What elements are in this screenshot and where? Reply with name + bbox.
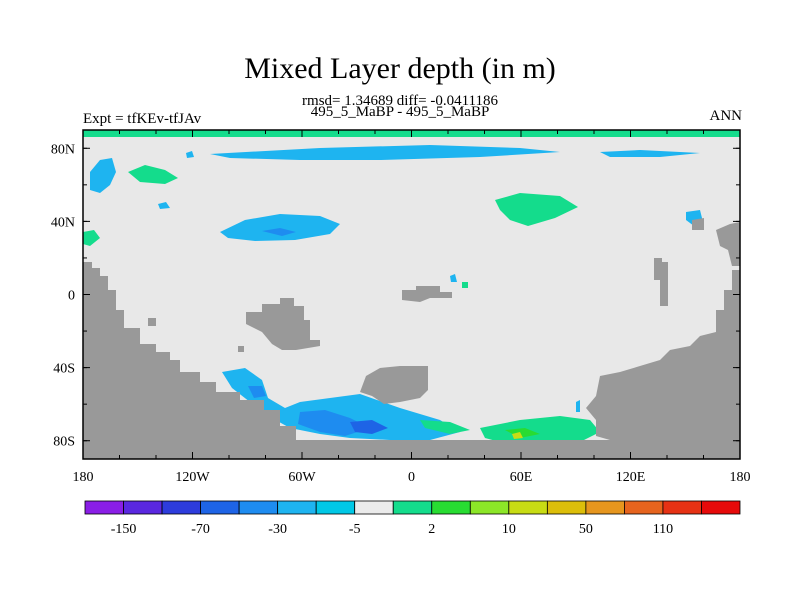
y-tick-label: 40S: [53, 362, 75, 377]
land-antarctic-base: [83, 440, 740, 459]
y-tick-label: 0: [68, 289, 75, 304]
colorbar-box: [662, 500, 702, 515]
axis-labels: 180 120W 60W 0 60E 120E 180 80N 40N 0 40S 80S: [51, 142, 751, 485]
x-tick-label: 0: [408, 470, 415, 485]
axis-ticks: [82, 130, 741, 459]
colorbar-box: [161, 500, 201, 515]
land-small-dot-2: [238, 346, 244, 352]
land-equator-island: [402, 286, 452, 302]
southern-green-medium: [505, 428, 540, 438]
n-pacific-green: [128, 165, 178, 184]
southern-blue-medium: [298, 410, 370, 436]
colorbar-labels: -150 -70 -30 -5 2 10 50 110: [111, 522, 673, 537]
land-west-coast: [83, 262, 320, 459]
colorbar-box: [200, 500, 240, 515]
colorbar-box: [701, 500, 741, 515]
colorbar-box: [392, 500, 433, 515]
pacific-blue-lens: [220, 214, 340, 241]
n-pacific-west-blue: [90, 158, 116, 193]
x-tick-label: 60E: [510, 470, 533, 485]
west-green-coast: [83, 230, 100, 246]
southern-green-main: [480, 416, 600, 443]
x-tick-label: 120E: [616, 470, 646, 485]
x-tick-label: 60W: [288, 470, 316, 485]
y-tick-label: 80S: [53, 435, 75, 450]
chart-title: Mixed Layer depth (in m): [244, 52, 556, 85]
colorbar-box: [277, 500, 317, 515]
land-pacific-island: [246, 298, 320, 350]
x-tick-label: 180: [73, 470, 94, 485]
pacific-blue-inner: [262, 228, 296, 236]
land-east-block: [586, 270, 740, 459]
colorbar-box: [315, 500, 356, 515]
colorbar-label: 110: [653, 522, 673, 537]
experiment-label: Expt = tfKEv-tfJAv: [83, 111, 202, 127]
arctic-blue-strip: [210, 145, 560, 160]
colorbar-boxes: [84, 500, 741, 515]
arctic-blue-right: [600, 150, 700, 157]
colorbar-box: [508, 500, 548, 515]
colorbar-box: [469, 500, 510, 515]
map-content: [82, 129, 741, 460]
y-tick-label: 40N: [51, 215, 75, 230]
land-small-dot: [148, 318, 156, 326]
colorbar-label: -30: [268, 522, 287, 537]
x-tick-label: 120W: [175, 470, 210, 485]
land-east-peninsula: [716, 222, 740, 266]
colorbar-label: -5: [349, 522, 361, 537]
southern-blue-dark: [350, 420, 388, 434]
colorbar-label: -150: [111, 522, 137, 537]
arctic-blue-dot: [186, 151, 194, 158]
colorbar-label: 10: [502, 522, 516, 537]
southern-yellow: [512, 432, 523, 439]
colorbar-label: 50: [579, 522, 593, 537]
colorbar-box: [624, 500, 664, 515]
stats-line: rmsd= 1.34689 diff= -0.0411186: [302, 93, 498, 109]
atlantic-blue-tick: [576, 400, 580, 412]
equator-blue-dot: [450, 274, 457, 282]
season-label: ANN: [709, 108, 743, 124]
southern-blue-main: [222, 368, 460, 440]
land-atlantic-island: [360, 366, 428, 404]
n-atlantic-green: [495, 193, 578, 226]
colorbar-box: [431, 500, 471, 515]
colorbar-box: [238, 500, 279, 515]
y-tick-label: 80N: [51, 142, 75, 157]
colorbar-label: 2: [428, 522, 435, 537]
land-coast-notch: [620, 440, 640, 446]
land-east-small: [692, 218, 704, 230]
small-blue-nw: [158, 202, 170, 209]
colorbar-box: [354, 500, 394, 515]
southern-blue-b: [248, 386, 266, 398]
land-scandi-stub: [654, 258, 668, 306]
x-tick-label: 180: [730, 470, 751, 485]
colorbar-box: [585, 500, 625, 515]
chart-subtitle: 495_5_MaBP - 495_5_MaBP: [310, 104, 490, 120]
colorbar-box: [123, 500, 163, 515]
colorbar-box: [84, 500, 124, 515]
southern-green-west: [420, 420, 470, 434]
equator-green-dot: [462, 282, 468, 288]
colorbar-label: -70: [191, 522, 210, 537]
colorbar-box: [546, 500, 587, 515]
